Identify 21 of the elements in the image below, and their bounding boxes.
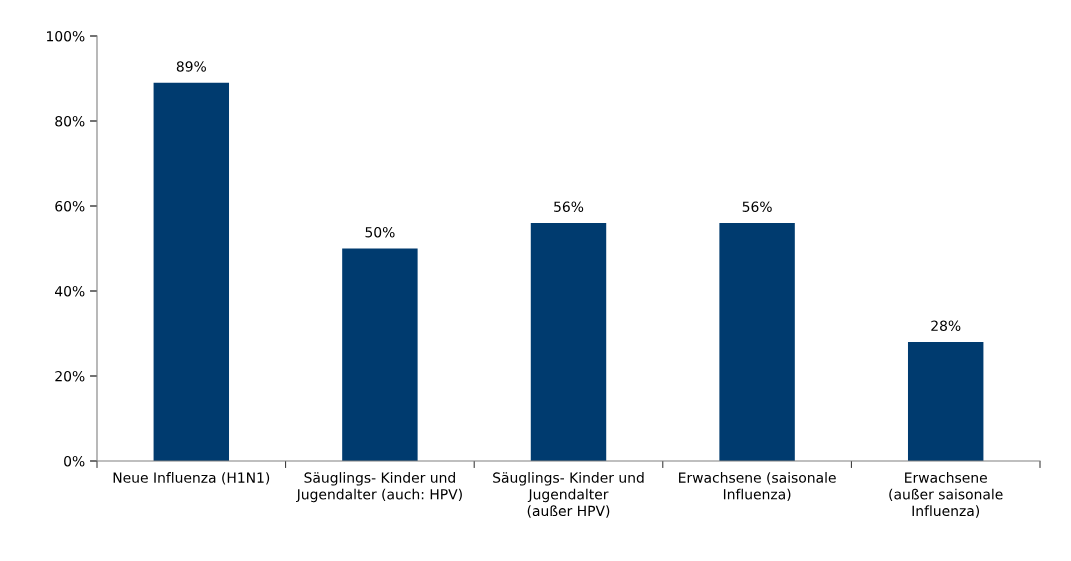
- bar: [719, 223, 795, 461]
- bar: [342, 248, 418, 461]
- y-tick-label: 60%: [55, 200, 85, 212]
- data-label: 89%: [176, 61, 206, 72]
- y-tick-label: 100%: [47, 30, 85, 42]
- data-label: 56%: [742, 201, 772, 212]
- x-tick-label: Neue Influenza (H1N1): [113, 472, 270, 485]
- bar: [530, 223, 607, 461]
- x-tick-label: Säuglings- Kinder und Jugendalter (auch: HPV): [296, 472, 462, 503]
- x-tick-label: Erwachsene (außer saisonale Influenza): [889, 472, 1003, 518]
- x-tick-label: Säuglings- Kinder und Jugendalter (außer HPV): [493, 472, 644, 518]
- bar: [907, 342, 984, 461]
- y-tick-label: 40%: [55, 285, 85, 297]
- x-tick-label: Erwachsene (saisonale Influenza): [679, 472, 836, 502]
- data-label: 56%: [554, 201, 584, 212]
- data-label: 28%: [931, 320, 961, 331]
- bar: [153, 82, 230, 461]
- data-label: 50%: [365, 226, 395, 238]
- y-tick-label: 0%: [64, 455, 85, 467]
- y-tick-label: 20%: [55, 370, 85, 382]
- y-tick-label: 80%: [55, 115, 85, 127]
